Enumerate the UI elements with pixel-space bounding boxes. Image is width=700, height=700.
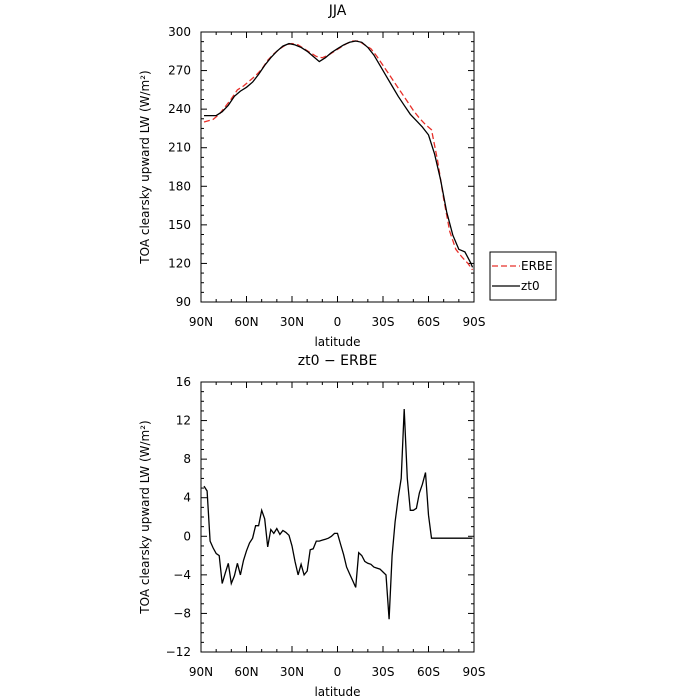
y-tick-label: 4 <box>183 491 191 505</box>
x-tick-label: 0 <box>334 665 342 679</box>
y-tick-label: −8 <box>173 606 191 620</box>
y-tick-label: 210 <box>168 141 191 155</box>
plot-frame <box>200 31 475 303</box>
y-axis-label: TOA clearsky upward LW (W/m²) <box>138 70 152 264</box>
plot-frame <box>200 381 475 653</box>
panel-bottom-difference: zt0 − ERBE 90N 60N 30N 0 30S 60S 90S −12 −8 −4 0 4 8… <box>138 353 485 699</box>
y-tick-label: 180 <box>168 179 191 193</box>
y-axis-label: TOA clearsky upward LW (W/m²) <box>138 420 152 614</box>
axis-ticks: 90N 60N 30N 0 30S 60S 90S −12 −8 −4 0 4 8 12 16 <box>166 375 486 679</box>
y-tick-label: 300 <box>168 25 191 39</box>
chart-title: JJA <box>328 3 347 19</box>
x-axis-label: latitude <box>314 685 360 699</box>
x-tick-label: 90N <box>189 665 213 679</box>
series-line-zt0 <box>204 40 474 268</box>
y-tick-label: 120 <box>168 256 191 270</box>
x-axis-label: latitude <box>314 335 360 349</box>
x-tick-label: 60N <box>234 315 258 329</box>
y-tick-label: 240 <box>168 102 191 116</box>
x-tick-label: 60S <box>417 315 440 329</box>
x-tick-label: 90N <box>189 315 213 329</box>
x-tick-label: 60N <box>234 665 258 679</box>
x-tick-label: 30S <box>372 315 395 329</box>
chart-title: zt0 − ERBE <box>298 353 377 369</box>
y-tick-label: 270 <box>168 64 191 78</box>
x-tick-label: 30S <box>372 665 395 679</box>
legend-box <box>489 251 557 301</box>
y-tick-label: 16 <box>176 375 191 389</box>
legend-label-zt0: zt0 <box>521 279 540 293</box>
axis-ticks: 90N 60N 30N 0 30S 60S 90S 90 120 150 180 210 240 270 3… <box>168 25 485 329</box>
y-tick-label: 90 <box>176 295 191 309</box>
x-tick-label: 30N <box>280 665 304 679</box>
x-tick-label: 0 <box>334 315 342 329</box>
series-layer <box>203 40 474 271</box>
series-layer <box>203 408 473 620</box>
x-tick-label: 90S <box>463 665 486 679</box>
y-tick-label: 150 <box>168 218 191 232</box>
legend: ERBE zt0 <box>489 251 557 301</box>
x-tick-label: 90S <box>463 315 486 329</box>
panel-top-jja: JJA 90N 60N 30N 0 30S 60S 90S 90 120 150 180 210 240… <box>138 3 557 349</box>
y-tick-label: 0 <box>183 529 191 543</box>
y-tick-label: 8 <box>183 452 191 466</box>
y-tick-label: −4 <box>173 568 191 582</box>
series-line-erbe <box>203 40 474 271</box>
y-tick-label: −12 <box>166 645 191 659</box>
x-tick-label: 60S <box>417 665 440 679</box>
x-tick-label: 30N <box>280 315 304 329</box>
series-line-difference <box>203 408 473 620</box>
y-tick-label: 12 <box>176 414 191 428</box>
legend-label-erbe: ERBE <box>521 259 553 273</box>
